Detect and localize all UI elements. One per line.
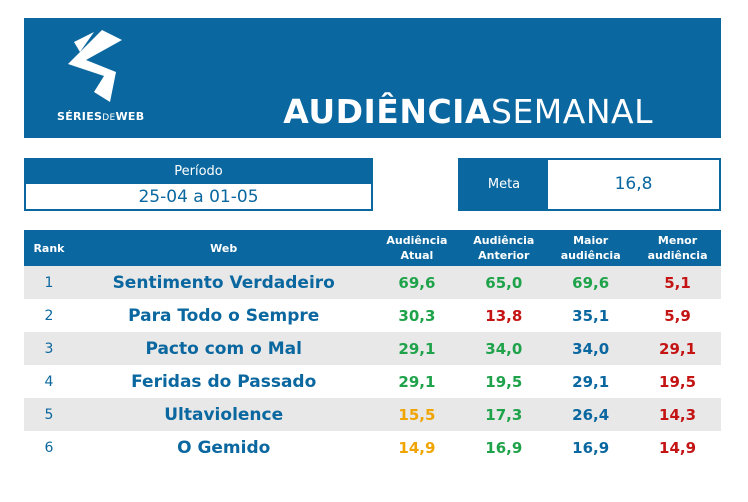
- row-rank: 3: [44, 340, 54, 357]
- row-maior: 16,9: [572, 438, 610, 457]
- meta-box: Meta 16,8: [458, 158, 721, 211]
- row-atual: 14,9: [398, 438, 436, 457]
- row-anterior: 17,3: [485, 405, 523, 424]
- row-rank: 1: [44, 274, 54, 291]
- periodo-box: Período 25-04 a 01-05: [24, 158, 373, 211]
- row-web: Ultaviolence: [164, 404, 284, 425]
- table-row: 2 Para Todo o Sempre 30,3 13,8 35,1 5,9: [24, 299, 721, 332]
- row-anterior: 65,0: [485, 273, 523, 292]
- row-rank: 2: [44, 307, 54, 324]
- row-menor: 19,5: [659, 372, 697, 391]
- row-maior: 34,0: [572, 339, 610, 358]
- table-row: 5 Ultaviolence 15,5 17,3 26,4 14,3: [24, 398, 721, 431]
- periodo-value: 25-04 a 01-05: [138, 187, 259, 207]
- row-atual: 69,6: [398, 273, 436, 292]
- row-menor: 14,3: [659, 405, 697, 424]
- row-atual: 30,3: [398, 306, 436, 325]
- row-maior: 26,4: [572, 405, 610, 424]
- audience-table: Rank Web Audiência Atual Audiência Anterio…: [24, 230, 721, 464]
- row-anterior: 19,5: [485, 372, 523, 391]
- table-row: 3 Pacto com o Mal 29,1 34,0 34,0 29,1: [24, 332, 721, 365]
- header-anterior: Audiência Anterior: [473, 234, 535, 262]
- series-de-web-logo-icon: [68, 30, 122, 102]
- table-row: 1 Sentimento Verdadeiro 69,6 65,0 69,6 5…: [24, 266, 721, 299]
- table-header: Rank Web Audiência Atual Audiência Anterio…: [24, 230, 721, 266]
- row-atual: 29,1: [398, 339, 436, 358]
- table-row: 4 Feridas do Passado 29,1 19,5 29,1 19,5: [24, 365, 721, 398]
- logo-text: SÉRIESDEWEB: [57, 110, 145, 123]
- row-web: Para Todo o Sempre: [128, 305, 320, 326]
- periodo-label: Período: [26, 160, 371, 184]
- row-menor: 14,9: [659, 438, 697, 457]
- row-web: Feridas do Passado: [131, 371, 317, 392]
- meta-label: Meta: [460, 160, 548, 209]
- header-web: Web: [210, 241, 238, 255]
- table-row: 6 O Gemido 14,9 16,9 16,9 14,9: [24, 431, 721, 464]
- row-atual: 15,5: [398, 405, 436, 424]
- row-rank: 4: [44, 373, 54, 390]
- row-maior: 29,1: [572, 372, 610, 391]
- header-rank: Rank: [33, 241, 65, 255]
- row-anterior: 16,9: [485, 438, 523, 457]
- meta-value: 16,8: [614, 174, 653, 194]
- row-rank: 6: [44, 439, 54, 456]
- header-atual: Audiência Atual: [386, 234, 448, 262]
- row-rank: 5: [44, 406, 54, 423]
- row-web: Pacto com o Mal: [145, 338, 302, 359]
- row-maior: 35,1: [572, 306, 610, 325]
- header-banner: SÉRIESDEWEB AUDIÊNCIASEMANAL: [24, 18, 721, 138]
- row-anterior: 13,8: [485, 306, 523, 325]
- row-menor: 5,1: [664, 273, 691, 292]
- page-title: AUDIÊNCIASEMANAL: [283, 92, 653, 131]
- row-anterior: 34,0: [485, 339, 523, 358]
- row-atual: 29,1: [398, 372, 436, 391]
- header-maior: Maior audiência: [560, 234, 621, 262]
- row-menor: 5,9: [664, 306, 691, 325]
- row-menor: 29,1: [659, 339, 697, 358]
- row-web: O Gemido: [177, 437, 271, 458]
- row-maior: 69,6: [572, 273, 610, 292]
- header-menor: Menor audiência: [647, 234, 708, 262]
- row-web: Sentimento Verdadeiro: [112, 272, 335, 293]
